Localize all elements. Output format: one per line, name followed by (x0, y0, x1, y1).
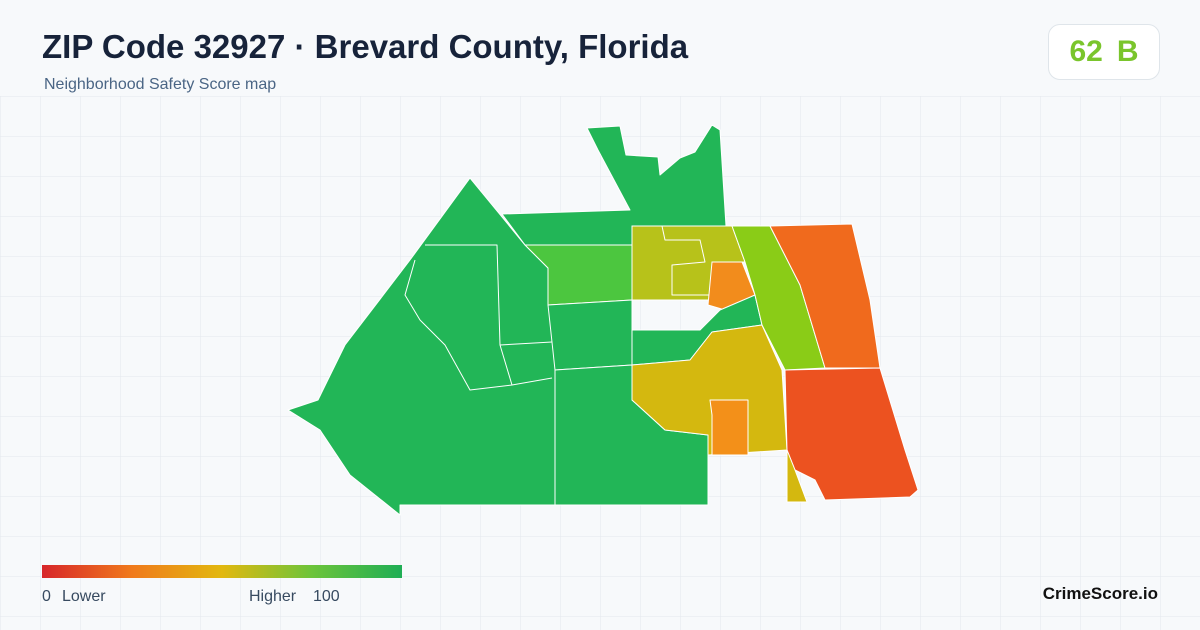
legend-max-label: Higher (249, 588, 297, 605)
region-border (404, 244, 513, 391)
legend-min-label: Lower (62, 588, 106, 605)
score-grade: B (1116, 35, 1139, 68)
region (786, 449, 808, 503)
title: ZIP Code 32927 · Brevard County, Florida (42, 28, 689, 65)
region (709, 399, 749, 456)
region-border (661, 225, 712, 296)
legend-gradient (42, 565, 402, 578)
brand: CrimeScore.io (1042, 584, 1158, 603)
region-border (499, 341, 553, 346)
region (501, 124, 727, 246)
score-value: 62 (1069, 35, 1103, 68)
legend-min: 0 (42, 588, 51, 605)
regions (287, 124, 919, 516)
region-border (511, 377, 553, 386)
score-badge: 62 B (1048, 24, 1160, 80)
region (547, 299, 633, 371)
subtitle: Neighborhood Safety Score map (44, 76, 277, 93)
legend-max: 100 (313, 588, 340, 605)
